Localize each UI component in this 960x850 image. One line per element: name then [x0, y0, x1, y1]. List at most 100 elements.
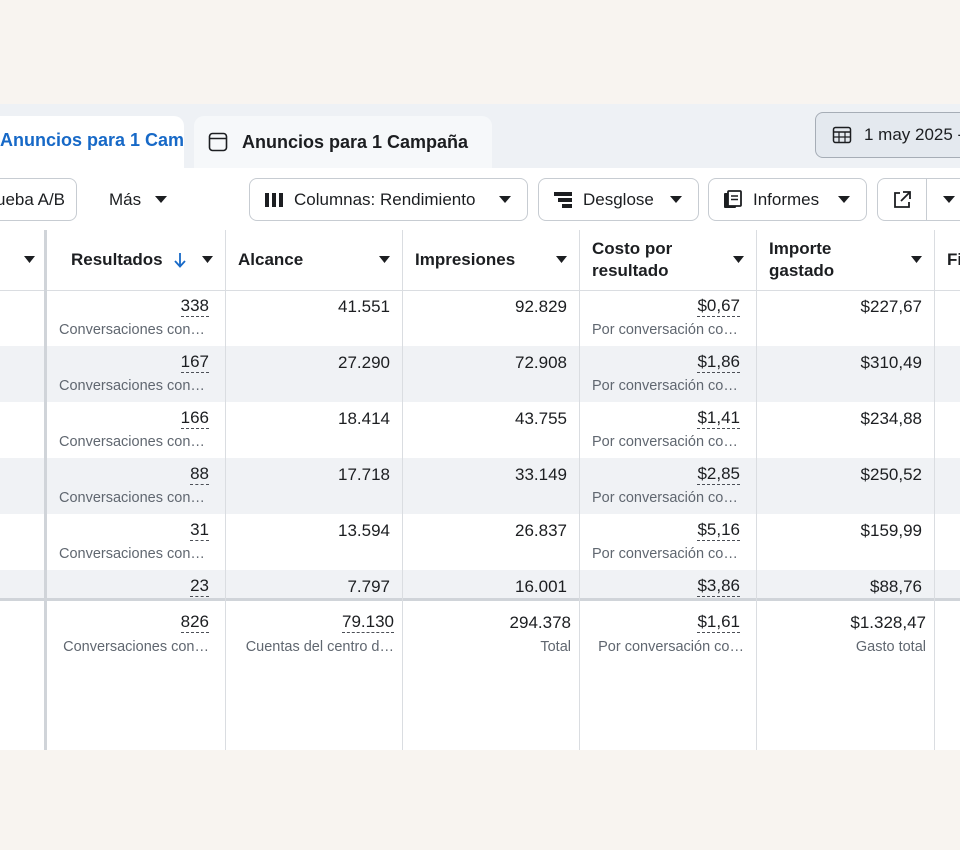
- reports-button[interactable]: Informes: [708, 178, 867, 221]
- breakdown-button[interactable]: Desglose: [538, 178, 699, 221]
- results-value[interactable]: 166: [180, 408, 209, 429]
- reach-header-label: Alcance: [238, 250, 304, 269]
- spent-value: $88,76: [870, 577, 922, 596]
- caret-down-icon: [670, 195, 682, 203]
- table-row-shade: [0, 570, 960, 598]
- calendar-icon: [832, 126, 852, 144]
- table-row[interactable]: 338 Conversaciones con… 41.551 92.829 $0,67 P…: [0, 290, 960, 346]
- tab-strip: Anuncios para 1 Campaña Anuncios para 1 …: [0, 104, 960, 168]
- cost-cell: $2,85 Por conversación co…: [580, 458, 756, 514]
- column-divider: [934, 230, 935, 750]
- tab-ads[interactable]: Anuncios para 1 Campaña: [194, 116, 492, 168]
- results-cell: 31 Conversaciones con…: [47, 514, 225, 570]
- reach-value: 17.718: [338, 465, 390, 484]
- sort-down-arrow-icon: [173, 253, 186, 268]
- caret-down-icon: [838, 195, 850, 203]
- reach-cell: 18.414: [226, 402, 402, 458]
- results-sub: Conversaciones con…: [59, 322, 205, 338]
- columns-button[interactable]: Columnas: Rendimiento: [249, 178, 528, 221]
- total-impressions-value: 294.378: [509, 613, 571, 632]
- ab-test-label: Prueba A/B: [0, 189, 66, 209]
- date-range-button[interactable]: 1 may 2025 -: [815, 112, 960, 158]
- cost-sub: Por conversación co…: [592, 546, 738, 562]
- spent-value: $250,52: [860, 465, 922, 484]
- more-button[interactable]: Más: [90, 178, 180, 221]
- cost-cell: $1,41 Por conversación co…: [580, 402, 756, 458]
- results-value[interactable]: 88: [190, 464, 209, 485]
- breakdown-icon: [554, 191, 572, 208]
- spent-cell: $234,88: [757, 402, 934, 458]
- column-header-reach[interactable]: Alcance: [226, 230, 402, 290]
- column-header-amount-spent[interactable]: Importe gastado: [757, 230, 934, 290]
- total-cost-sub: Por conversación co…: [598, 639, 744, 655]
- ab-test-button[interactable]: Prueba A/B: [0, 178, 77, 221]
- cost-value[interactable]: $5,16: [697, 520, 740, 541]
- total-impressions-cell: 294.378 Total: [403, 601, 579, 657]
- column-divider: [579, 230, 580, 750]
- total-spent-cell: $1.328,47 Gasto total: [757, 601, 934, 657]
- results-value[interactable]: 167: [180, 352, 209, 373]
- column-header-name[interactable]: [0, 230, 45, 290]
- table-row[interactable]: 31 Conversaciones con… 13.594 26.837 $5,16 Po…: [0, 514, 960, 570]
- results-value[interactable]: 31: [190, 520, 209, 541]
- export-button[interactable]: [877, 178, 927, 221]
- frozen-column-divider[interactable]: [44, 230, 47, 750]
- cost-value[interactable]: $1,41: [697, 408, 740, 429]
- impressions-value: 43.755: [515, 409, 567, 428]
- caret-down-icon: [499, 195, 511, 203]
- column-header-impressions[interactable]: Impresiones: [403, 230, 579, 290]
- column-header-results[interactable]: Resultados: [47, 230, 225, 290]
- column-header-next[interactable]: Fi: [935, 230, 960, 290]
- total-reach-value[interactable]: 79.130: [342, 612, 394, 633]
- results-sub: Conversaciones con…: [59, 490, 205, 506]
- export-icon: [894, 190, 911, 208]
- tab-ads-active-label: Anuncios para 1 Campaña: [0, 129, 184, 150]
- cost-cell: $0,67 Por conversación co…: [580, 290, 756, 346]
- total-impressions-sub: Total: [540, 639, 571, 655]
- total-results-value[interactable]: 826: [180, 612, 209, 633]
- reach-value: 41.551: [338, 297, 390, 316]
- impressions-cell: 16.001: [403, 570, 579, 626]
- tab-ads-active[interactable]: Anuncios para 1 Campaña: [0, 116, 184, 168]
- reach-cell: 41.551: [226, 290, 402, 346]
- total-cost-value[interactable]: $1,61: [697, 612, 740, 633]
- more-options-button[interactable]: [926, 178, 960, 221]
- cost-sub: Por conversación co…: [592, 322, 738, 338]
- table-row-shade: [0, 346, 960, 402]
- total-reach-cell: 79.130 Cuentas del centro d…: [226, 601, 402, 657]
- cost-header-label: Costo por resultado: [592, 239, 673, 280]
- reach-cell: 27.290: [226, 346, 402, 402]
- impressions-value: 26.837: [515, 521, 567, 540]
- cost-cell: $5,16 Por conversación co…: [580, 514, 756, 570]
- spent-value: $159,99: [860, 521, 922, 540]
- impressions-value: 33.149: [515, 465, 567, 484]
- results-cell: 167 Conversaciones con…: [47, 346, 225, 402]
- table-row[interactable]: 166 Conversaciones con… 18.414 43.755 $1,41 P…: [0, 402, 960, 458]
- caret-down-icon: [556, 256, 567, 263]
- results-header-label: Resultados: [71, 250, 163, 269]
- table-totals-row: 826 Conversaciones con… 79.130 Cuentas d…: [0, 598, 960, 750]
- cost-value[interactable]: $1,86: [697, 352, 740, 373]
- table-header: Resultados Alcance Impresiones Costo por…: [0, 230, 960, 291]
- results-value[interactable]: 23: [190, 576, 209, 597]
- caret-down-icon: [733, 256, 744, 263]
- cost-value[interactable]: $3,86: [697, 576, 740, 597]
- table-row[interactable]: 88 Conversaciones con… 17.718 33.149 $2,85 Po…: [0, 458, 960, 514]
- toolbar: Prueba A/B Más Columnas: Rendimiento Des…: [0, 168, 960, 230]
- results-cell: 166 Conversaciones con…: [47, 402, 225, 458]
- cost-sub: Por conversación co…: [592, 490, 738, 506]
- cost-value[interactable]: $0,67: [697, 296, 740, 317]
- impressions-cell: 92.829: [403, 290, 579, 346]
- table-row[interactable]: 167 Conversaciones con… 27.290 72.908 $1,86 P…: [0, 346, 960, 402]
- reach-value: 18.414: [338, 409, 390, 428]
- total-spent-value: $1.328,47: [850, 613, 926, 632]
- column-header-cost-per-result[interactable]: Costo por resultado: [580, 230, 756, 290]
- spent-value: $234,88: [860, 409, 922, 428]
- reach-cell: 7.797: [226, 570, 402, 626]
- cost-value[interactable]: $2,85: [697, 464, 740, 485]
- caret-down-icon: [24, 256, 35, 263]
- results-value[interactable]: 338: [180, 296, 209, 317]
- results-cell: 88 Conversaciones con…: [47, 458, 225, 514]
- caret-down-icon: [379, 256, 390, 263]
- results-sub: Conversaciones con…: [59, 434, 205, 450]
